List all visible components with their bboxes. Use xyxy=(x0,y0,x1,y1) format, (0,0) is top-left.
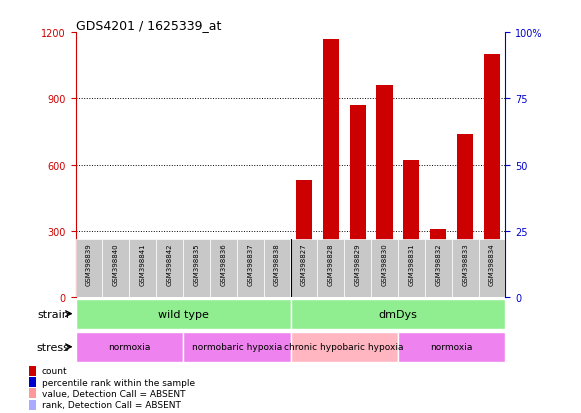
Text: GSM398839: GSM398839 xyxy=(86,242,92,285)
Bar xyxy=(290,332,398,362)
Bar xyxy=(398,240,425,297)
Text: GSM398833: GSM398833 xyxy=(462,242,468,285)
Text: GDS4201 / 1625339_at: GDS4201 / 1625339_at xyxy=(76,19,221,32)
Bar xyxy=(135,291,151,297)
Text: percentile rank within the sample: percentile rank within the sample xyxy=(42,377,195,387)
Bar xyxy=(269,292,285,297)
Bar xyxy=(237,240,264,297)
Bar xyxy=(479,240,505,297)
Bar xyxy=(76,240,102,297)
Bar xyxy=(350,106,365,297)
Bar xyxy=(242,274,258,297)
Bar xyxy=(29,366,36,376)
Bar xyxy=(183,332,290,362)
Text: GSM398837: GSM398837 xyxy=(247,242,253,285)
Bar xyxy=(183,240,210,297)
Bar xyxy=(76,299,290,329)
Text: GSM398827: GSM398827 xyxy=(301,242,307,285)
Text: GSM398828: GSM398828 xyxy=(328,242,334,285)
Bar xyxy=(162,282,178,297)
Bar xyxy=(215,244,231,297)
Text: count: count xyxy=(42,366,67,375)
Bar xyxy=(484,55,500,297)
Text: dmDys: dmDys xyxy=(379,309,417,319)
Bar xyxy=(29,400,36,410)
Text: normoxia: normoxia xyxy=(431,342,473,351)
Bar xyxy=(76,332,183,362)
Bar xyxy=(344,240,371,297)
Bar xyxy=(188,293,205,297)
Text: stress: stress xyxy=(37,342,70,352)
Text: GSM398829: GSM398829 xyxy=(354,242,361,285)
Text: GSM398840: GSM398840 xyxy=(113,242,119,285)
Text: GSM398835: GSM398835 xyxy=(193,242,199,285)
Text: chronic hypobaric hypoxia: chronic hypobaric hypoxia xyxy=(285,342,404,351)
Text: rank, Detection Call = ABSENT: rank, Detection Call = ABSENT xyxy=(42,400,181,409)
Bar xyxy=(403,161,419,297)
Bar xyxy=(398,332,505,362)
Bar xyxy=(81,273,97,297)
Text: GSM398836: GSM398836 xyxy=(220,242,227,285)
Bar xyxy=(290,299,505,329)
Text: GSM398830: GSM398830 xyxy=(382,242,388,285)
Bar xyxy=(457,134,473,297)
Bar xyxy=(322,40,339,297)
Bar xyxy=(371,240,398,297)
Text: normobaric hypoxia: normobaric hypoxia xyxy=(192,342,282,351)
Bar xyxy=(129,240,156,297)
Text: GSM398842: GSM398842 xyxy=(167,242,173,285)
Bar xyxy=(264,240,290,297)
Text: wild type: wild type xyxy=(157,309,209,319)
Bar xyxy=(210,240,237,297)
Bar xyxy=(452,240,479,297)
Bar xyxy=(108,271,124,297)
Bar xyxy=(29,377,36,387)
Text: normoxia: normoxia xyxy=(108,342,150,351)
Text: GSM398832: GSM398832 xyxy=(435,242,442,285)
Text: GSM398841: GSM398841 xyxy=(139,242,146,285)
Text: value, Detection Call = ABSENT: value, Detection Call = ABSENT xyxy=(42,389,185,398)
Text: GSM398831: GSM398831 xyxy=(408,242,414,285)
Bar xyxy=(29,389,36,399)
Bar xyxy=(156,240,183,297)
Text: GSM398834: GSM398834 xyxy=(489,242,495,285)
Bar xyxy=(102,240,130,297)
Text: GSM398838: GSM398838 xyxy=(274,242,280,285)
Bar xyxy=(296,180,312,297)
Bar xyxy=(317,240,344,297)
Bar xyxy=(376,86,393,297)
Text: strain: strain xyxy=(38,309,70,319)
Bar xyxy=(430,229,446,297)
Bar xyxy=(425,240,451,297)
Bar xyxy=(290,240,317,297)
